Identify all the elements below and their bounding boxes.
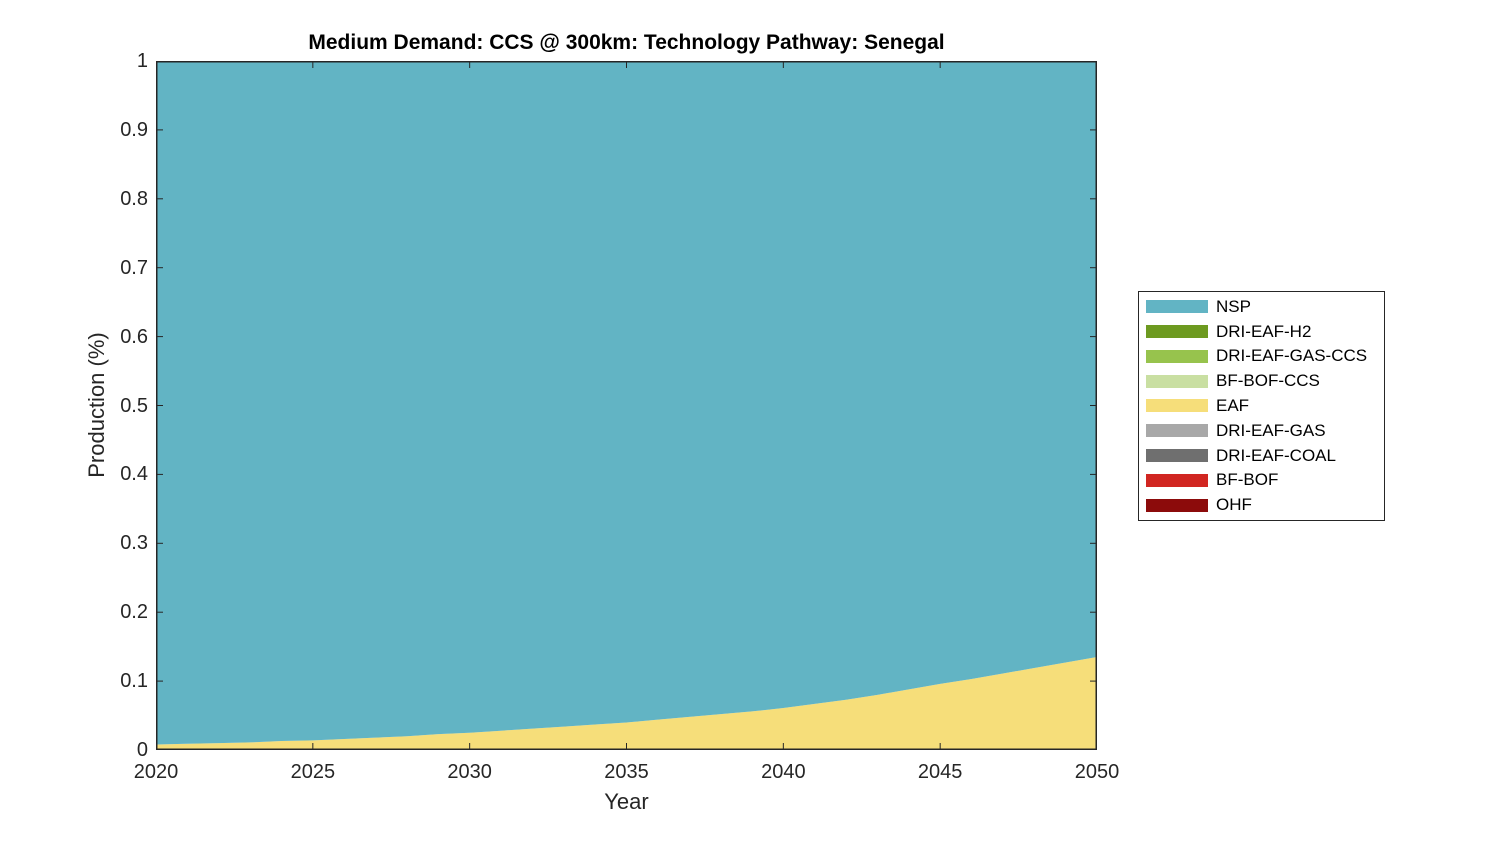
legend-item-dri-eaf-coal: DRI-EAF-COAL (1139, 446, 1384, 466)
legend-swatch-dri-eaf-gas-ccs (1146, 349, 1208, 363)
y-tick-label: 1 (136, 50, 148, 72)
legend-item-dri-eaf-gas-ccs: DRI-EAF-GAS-CCS (1139, 346, 1384, 366)
plot-area (156, 61, 1097, 750)
y-tick-label: 0 (136, 739, 148, 761)
legend-label: DRI-EAF-GAS-CCS (1216, 346, 1368, 366)
legend-swatch-ohf (1146, 498, 1208, 512)
x-tick-label: 2020 (133, 761, 179, 783)
legend-label: BF-BOF-CCS (1216, 371, 1320, 391)
legend-label: DRI-EAF-COAL (1216, 445, 1336, 465)
legend-swatch-dri-eaf-h2 (1146, 325, 1208, 339)
x-axis-label: Year (604, 789, 649, 814)
y-tick-label: 0.6 (120, 325, 148, 348)
legend-item-dri-eaf-h2: DRI-EAF-H2 (1139, 322, 1384, 342)
legend-swatch-dri-eaf-gas (1146, 424, 1208, 438)
legend-item-ohf: OHF (1139, 495, 1384, 515)
legend-swatch-bf-bof (1146, 473, 1208, 487)
legend-label: DRI-EAF-H2 (1216, 321, 1312, 341)
plot-border (156, 61, 1097, 750)
legend-item-bf-bof: BF-BOF (1139, 470, 1384, 490)
legend-item-dri-eaf-gas: DRI-EAF-GAS (1139, 421, 1384, 441)
x-tick-label: 2040 (761, 761, 806, 783)
legend-swatch-dri-eaf-coal (1146, 449, 1208, 463)
legend-swatch-eaf (1146, 399, 1208, 413)
legend-label: DRI-EAF-GAS (1216, 420, 1326, 440)
x-tick-label: 2025 (290, 761, 336, 783)
legend: NSP DRI-EAF-H2 DRI-EAF-GAS-CCS BF-BOF-CCS EA… (1138, 291, 1385, 521)
legend-label: BF-BOF (1216, 470, 1279, 490)
y-tick-label: 0.3 (120, 532, 148, 555)
chart-title: Medium Demand: CCS @ 300km: Technology P… (308, 31, 945, 54)
legend-label: NSP (1216, 296, 1251, 316)
y-tick-label: 0.2 (120, 601, 148, 624)
legend-swatch-nsp (1146, 300, 1208, 314)
y-tick-label: 0.4 (120, 463, 148, 486)
x-tick-label: 2035 (604, 761, 649, 783)
x-tick-label: 2030 (447, 761, 492, 783)
y-tick-label: 0.5 (120, 394, 148, 417)
legend-label: OHF (1216, 495, 1252, 515)
legend-item-bf-bof-ccs: BF-BOF-CCS (1139, 371, 1384, 391)
x-tick-label: 2050 (1074, 761, 1120, 783)
legend-label: EAF (1216, 395, 1250, 415)
area-eaf (156, 656, 1097, 750)
y-tick-label: 0.9 (120, 118, 148, 141)
legend-item-eaf: EAF (1139, 396, 1384, 416)
x-tick-label: 2045 (917, 761, 963, 783)
y-tick-label: 0.1 (120, 670, 148, 693)
area-nsp (156, 61, 1097, 745)
legend-item-nsp: NSP (1139, 297, 1384, 317)
legend-swatch-bf-bof-ccs (1146, 374, 1208, 388)
y-tick-label: 0.7 (120, 256, 148, 279)
y-tick-label: 0.8 (120, 187, 148, 210)
